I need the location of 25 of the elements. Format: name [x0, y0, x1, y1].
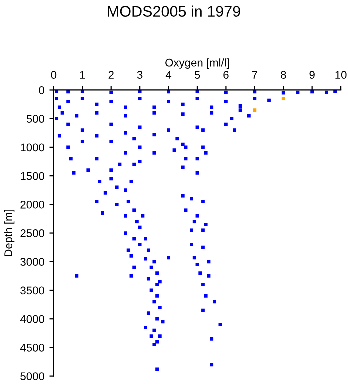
- x-tick-label: 2: [108, 71, 114, 79]
- y-tick-label: 1000: [21, 144, 44, 152]
- x-tick-label: 4: [166, 71, 172, 79]
- y-tick-label: 4500: [20, 344, 44, 352]
- x-tick-label: 1: [80, 71, 86, 79]
- x-axis-title: Oxygen [ml/l]: [166, 58, 230, 69]
- y-tick-label: 0: [39, 86, 44, 94]
- x-tick-label: 7: [252, 71, 258, 79]
- x-tick-label: 10: [336, 71, 347, 80]
- y-tick-label: 4000: [20, 315, 44, 324]
- y-tick-label: 3500: [20, 286, 44, 295]
- x-tick-label: 5: [194, 71, 200, 80]
- chart-title: MODS2005 in 1979: [108, 6, 240, 17]
- x-tick-label: 6: [224, 71, 229, 80]
- y-axis-title: Depth [m]: [4, 210, 15, 256]
- y-tick-label: 1500: [21, 172, 44, 180]
- y-tick-label: 2000: [20, 200, 44, 209]
- y-tick-label: 3000: [20, 258, 44, 266]
- y-tick-label: 2500: [20, 230, 44, 238]
- x-tick-label: 8: [281, 71, 286, 80]
- x-tick-label: 3: [137, 71, 143, 80]
- x-tick-label: 9: [310, 71, 315, 80]
- y-tick-label: 500: [26, 115, 44, 123]
- x-tick-label: 0: [51, 71, 57, 80]
- y-tick-label: 5000: [20, 372, 44, 380]
